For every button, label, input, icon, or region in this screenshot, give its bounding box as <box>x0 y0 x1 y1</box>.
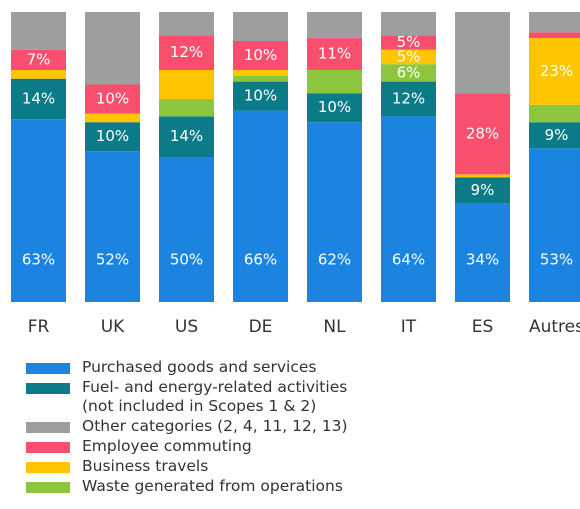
legend: Purchased goods and services Fuel- and en… <box>26 358 372 497</box>
value-label: 62% <box>318 251 351 269</box>
legend-label: Business travels <box>82 457 209 475</box>
bar-segment <box>233 12 288 41</box>
value-label: 7% <box>27 50 51 68</box>
bar-segment <box>307 12 362 39</box>
legend-item: Purchased goods and services <box>26 358 372 377</box>
value-label: 14% <box>22 90 55 108</box>
bar-segment <box>529 12 580 33</box>
bar-segment <box>529 38 580 105</box>
bar-segment <box>455 12 510 94</box>
x-tick-label: Autres <box>529 317 580 337</box>
value-label: 64% <box>392 251 425 269</box>
bar-segment <box>159 70 214 99</box>
legend-label: Other categories (2, 4, 11, 12, 13) <box>82 417 348 435</box>
value-label: 28% <box>466 124 499 142</box>
bar-segment <box>529 32 580 39</box>
legend-swatch <box>26 383 70 394</box>
value-label: 63% <box>22 251 55 269</box>
value-label: 10% <box>96 90 129 108</box>
bar-segment <box>85 113 140 123</box>
bar-segment <box>455 177 510 204</box>
x-tick-label: FR <box>28 317 50 337</box>
bar-segment <box>381 12 436 36</box>
bar-segment <box>11 119 66 302</box>
bar-segment <box>307 122 362 302</box>
x-tick-label: NL <box>323 317 346 337</box>
bar-segment <box>85 151 140 302</box>
bar-segment <box>307 70 362 94</box>
value-label: 5% <box>397 47 421 65</box>
bar-segment <box>159 12 214 36</box>
value-label: 11% <box>318 45 351 63</box>
bar-segment <box>307 38 362 70</box>
bar-segment <box>529 104 580 123</box>
legend-item: Employee commuting <box>26 437 372 456</box>
value-label: 66% <box>244 251 277 269</box>
bar-segment <box>529 122 580 149</box>
value-label: 9% <box>545 126 569 144</box>
legend-swatch <box>26 462 70 473</box>
value-label: 52% <box>96 251 129 269</box>
value-label: 9% <box>471 181 495 199</box>
value-label: 12% <box>392 90 425 108</box>
bar-segment <box>11 70 66 79</box>
value-label: 6% <box>397 63 421 81</box>
legend-swatch <box>26 442 70 453</box>
bar-segment <box>455 93 510 175</box>
bar-segment <box>381 64 436 82</box>
bar-segment <box>85 122 140 152</box>
bar-segment <box>233 81 288 111</box>
legend-label: Employee commuting <box>82 437 252 455</box>
x-tick-label: DE <box>249 317 273 337</box>
bar-segment <box>159 157 214 302</box>
bar-segment <box>85 84 140 114</box>
value-label: 12% <box>170 43 203 61</box>
legend-label: Waste generated from operations <box>82 477 343 495</box>
x-tick-label: UK <box>101 317 125 337</box>
value-label: 5% <box>397 33 421 51</box>
bar-segment <box>11 78 66 120</box>
bar-segment <box>233 41 288 70</box>
x-tick-label: US <box>175 317 198 337</box>
value-label: 53% <box>540 251 573 269</box>
bar-segment <box>529 148 580 302</box>
legend-item: Other categories (2, 4, 11, 12, 13) <box>26 417 372 436</box>
legend-label: Fuel- and energy-related activities (not… <box>82 378 348 415</box>
bar-segment <box>455 174 510 178</box>
legend-label: Purchased goods and services <box>82 358 317 376</box>
bar-segment <box>233 70 288 76</box>
value-label: 34% <box>466 251 499 269</box>
value-label: 23% <box>540 62 573 80</box>
x-tick-label: IT <box>401 317 417 337</box>
bar-segment <box>381 49 436 65</box>
value-label: 50% <box>170 251 203 269</box>
legend-item: Business travels <box>26 457 372 476</box>
bar-segment <box>159 99 214 117</box>
legend-swatch <box>26 363 70 374</box>
value-label: 14% <box>170 127 203 145</box>
bar-segment <box>85 12 140 85</box>
legend-item: Fuel- and energy-related activities (not… <box>26 378 372 416</box>
legend-item: Waste generated from operations <box>26 477 372 496</box>
value-label: 10% <box>244 46 277 64</box>
legend-swatch <box>26 482 70 493</box>
chart: 63% 14% 7% FR 52% 10% 10% UK 50% 14% 12% US 66% 10% 10… <box>11 12 580 337</box>
bar-segment <box>233 110 288 302</box>
bar-segment <box>159 116 214 157</box>
value-label: 10% <box>96 127 129 145</box>
bar-segment <box>233 75 288 82</box>
value-label: 10% <box>244 87 277 105</box>
bar-segment <box>381 116 436 303</box>
value-label: 10% <box>318 98 351 116</box>
bar-segment <box>307 93 362 123</box>
bar-segment <box>11 49 66 70</box>
bar-segment <box>381 81 436 117</box>
bar-segment <box>11 12 66 50</box>
legend-swatch <box>26 422 70 433</box>
bar-segment <box>455 203 510 302</box>
x-tick-label: ES <box>472 317 494 337</box>
bar-segment <box>381 35 436 50</box>
bar-segment <box>159 35 214 70</box>
